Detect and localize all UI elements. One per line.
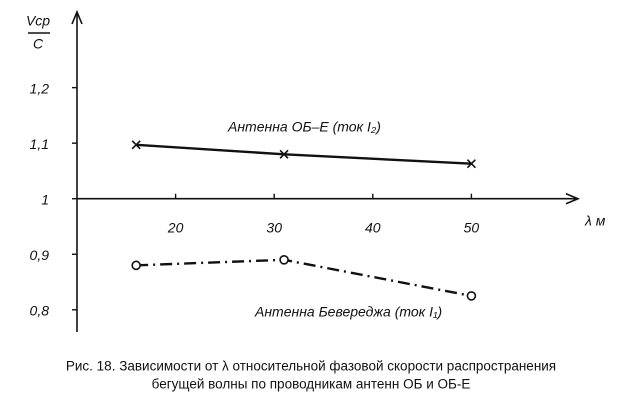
y-tick-label: 1 (41, 191, 49, 207)
x-label: λ м (584, 213, 606, 229)
y-tick-label: 1,1 (30, 136, 49, 152)
y-axis-arrow (71, 9, 83, 25)
caption-line: бегущей волны по проводникам антенн ОБ и… (152, 377, 471, 392)
y-tick-label: 1,2 (30, 80, 50, 96)
x-tick-label: 40 (365, 219, 381, 235)
point-marker (131, 260, 141, 271)
point-marker (131, 140, 141, 150)
y-label-denominator: C (33, 36, 44, 52)
series-line (136, 258, 472, 298)
x-tick-label: 20 (167, 219, 184, 235)
x-axis-arrow (565, 192, 581, 205)
y-label-numerator: Vср (26, 13, 50, 29)
series-label: Антенна Бевереджа (ток I₁) (254, 304, 442, 320)
point-marker (466, 291, 477, 301)
caption-line: Рис. 18. Зависимости от λ относительной … (66, 359, 556, 374)
point-marker (279, 255, 289, 265)
y-tick-label: 0,9 (30, 247, 50, 263)
y-tick-label: 0,8 (30, 302, 50, 318)
x-tick-label: 50 (464, 219, 480, 235)
x-tick-label: 30 (266, 219, 282, 235)
point-marker (466, 159, 476, 169)
point-marker (279, 149, 289, 159)
series-line (136, 143, 472, 165)
series-label: Антенна ОБ–Е (ток I₂) (227, 119, 381, 135)
